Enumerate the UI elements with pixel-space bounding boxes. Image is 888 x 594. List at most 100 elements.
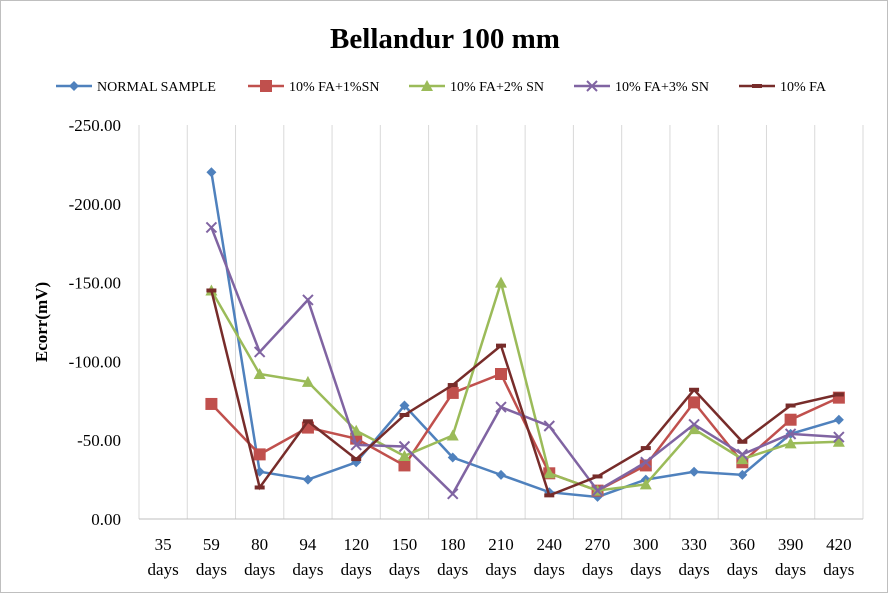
x-tick-label: days: [823, 560, 854, 579]
x-tick-label: 240: [537, 535, 563, 554]
data-point: [736, 453, 749, 465]
x-tick-label: 80: [251, 535, 268, 554]
data-point: [495, 368, 507, 381]
data-point: [205, 221, 218, 234]
data-point: [399, 412, 410, 417]
data-point: [253, 368, 266, 380]
series-line: [210, 172, 840, 499]
x-tick-label: 360: [730, 535, 756, 554]
data-point: [737, 469, 748, 480]
x-tick-label: days: [389, 560, 420, 579]
data-point: [253, 346, 266, 358]
data-point: [301, 375, 314, 387]
legend-item: 10% FA: [739, 80, 827, 95]
data-point: [496, 343, 506, 348]
data-point: [688, 423, 701, 435]
data-point: [639, 478, 652, 490]
x-tick-label: 390: [778, 535, 804, 554]
y-tick-label: -50.00: [77, 431, 121, 450]
data-point: [784, 428, 797, 440]
chart-title: Bellandur 100 mm: [330, 23, 560, 55]
x-tick-label: days: [292, 560, 323, 579]
data-point: [446, 429, 459, 441]
x-tick-label: days: [775, 560, 806, 579]
data-point: [591, 484, 604, 497]
data-point: [495, 276, 507, 288]
legend-item: 10% FA+3% SN: [574, 80, 709, 95]
y-tick-label: -100.00: [69, 352, 121, 371]
y-axis-label: Ecorr(mV): [32, 282, 51, 362]
x-tick-label: days: [437, 560, 468, 579]
x-tick-label: days: [196, 560, 227, 579]
series-line: [210, 290, 840, 498]
y-tick-label: -150.00: [69, 274, 121, 293]
data-point: [302, 474, 313, 485]
x-tick-label: days: [244, 560, 275, 579]
data-point: [543, 420, 555, 432]
data-point: [206, 167, 217, 178]
data-point: [592, 474, 603, 479]
data-point: [639, 459, 652, 472]
x-tick-label: 94: [299, 535, 317, 554]
data-point: [640, 456, 652, 468]
x-tick-label: days: [485, 560, 516, 579]
y-tick-label: 0.00: [91, 510, 121, 529]
data-point: [398, 459, 411, 472]
data-point: [737, 439, 748, 444]
data-point: [784, 437, 797, 449]
x-tick-label: 300: [633, 535, 659, 554]
x-tick-label: 180: [440, 535, 466, 554]
data-point: [688, 396, 701, 409]
data-point: [495, 401, 507, 413]
data-point: [544, 493, 555, 498]
y-tick-label: -200.00: [69, 195, 121, 214]
data-point: [447, 452, 458, 463]
data-point: [205, 397, 218, 410]
data-point: [254, 466, 265, 477]
legend-marker: [260, 80, 272, 92]
x-tick-label: 330: [681, 535, 707, 554]
data-point: [302, 419, 313, 424]
legend-item: 10% FA+2% SN: [409, 80, 544, 95]
data-point: [398, 440, 411, 453]
data-point: [447, 488, 459, 500]
x-tick-label: 120: [343, 535, 369, 554]
series-group: [205, 167, 845, 502]
y-tick-label: -250.00: [69, 116, 121, 135]
x-tick-label: days: [148, 560, 179, 579]
data-point: [496, 469, 506, 480]
data-point: [832, 435, 845, 447]
data-point: [254, 485, 265, 490]
x-tick-label: days: [534, 560, 565, 579]
x-tick-label: days: [630, 560, 661, 579]
legend-marker: [752, 84, 762, 88]
series-normal-sample: [206, 167, 844, 502]
data-point: [399, 400, 410, 411]
legend-label: 10% FA+2% SN: [450, 80, 544, 95]
data-point: [688, 418, 700, 431]
series-line: [210, 278, 839, 492]
axes: 0.00 -50.00 -100.00 -150.00 -200.00 -250.00 35…: [69, 116, 863, 579]
x-tick-label: days: [341, 560, 372, 579]
series-10-fa: [206, 288, 844, 498]
data-point: [398, 449, 411, 461]
data-point: [833, 392, 844, 397]
data-point: [206, 288, 217, 293]
data-point: [689, 387, 700, 392]
data-point: [736, 448, 749, 461]
data-point: [833, 414, 844, 425]
data-point: [785, 403, 796, 408]
x-tick-label: 150: [392, 535, 418, 554]
legend-label: 10% FA: [780, 80, 827, 95]
legend-marker: [421, 80, 433, 91]
x-tick-label: 210: [488, 535, 514, 554]
data-point: [446, 386, 459, 399]
data-point: [302, 294, 314, 306]
legend-label: 10% FA+3% SN: [615, 80, 709, 95]
x-tick-label: 59: [203, 535, 220, 554]
legend-marker: [69, 81, 79, 91]
data-point: [640, 446, 651, 451]
data-point: [543, 467, 556, 479]
